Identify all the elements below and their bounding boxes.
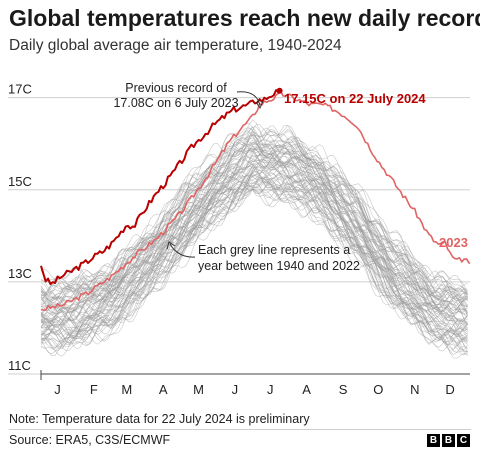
historical-year-line xyxy=(40,169,468,345)
chart-subtitle: Daily global average air temperature, 19… xyxy=(9,37,342,54)
x-tick-label: A xyxy=(159,382,168,397)
historical-year-line xyxy=(40,161,468,341)
historical-year-line xyxy=(40,123,468,294)
x-tick-label: A xyxy=(302,382,311,397)
historical-year-line xyxy=(40,154,468,329)
grey-lines-annotation-line-2: year between 1940 and 2022 xyxy=(198,259,360,273)
footnote: Note: Temperature data for 22 July 2024 … xyxy=(9,412,310,426)
previous-record-arrowhead xyxy=(255,100,264,110)
historical-year-line xyxy=(40,126,468,302)
historical-lines xyxy=(40,119,468,359)
series-2023-line xyxy=(40,90,471,311)
source-credit: Source: ERA5, C3S/ECMWF xyxy=(9,433,171,447)
bbc-logo-letter: B xyxy=(427,434,440,447)
historical-year-line xyxy=(40,183,468,357)
x-tick-label: J xyxy=(232,382,239,397)
y-tick-label: 11C xyxy=(8,358,31,373)
grey-lines-arrow xyxy=(169,243,196,258)
footer-divider xyxy=(9,429,471,430)
x-tick-label: J xyxy=(54,382,61,397)
historical-year-line xyxy=(40,145,468,320)
highlight-series xyxy=(40,87,471,311)
grey-lines-annotation-line-1: Each grey line represents a xyxy=(198,243,350,257)
historical-year-line xyxy=(40,141,468,315)
record-annotation: 17.15C on 22 July 2024 xyxy=(284,91,426,106)
historical-year-line xyxy=(40,159,468,336)
previous-record-annotation-line-2: 17.08C on 6 July 2023 xyxy=(113,96,238,110)
historical-year-line xyxy=(40,128,468,303)
historical-year-line xyxy=(40,170,468,348)
annotations: Previous record of 17.08C on 6 July 2023… xyxy=(113,81,467,273)
historical-year-line xyxy=(40,130,468,306)
historical-year-line xyxy=(40,127,468,307)
y-tick-label: 13C xyxy=(8,266,32,281)
y-tick-label: 17C xyxy=(8,82,32,97)
historical-year-line xyxy=(40,175,468,353)
x-tick-label: O xyxy=(373,382,383,397)
bbc-logo-letter: B xyxy=(442,434,455,447)
x-tick-label: S xyxy=(339,382,348,397)
historical-year-line xyxy=(40,153,468,325)
y-tick-label: 15C xyxy=(8,174,32,189)
previous-record-annotation-line-1: Previous record of xyxy=(125,81,227,95)
bbc-logo: B B C xyxy=(427,434,470,447)
temperature-chart: 11C 13C 15C 17C J F M A M J J A S O N D Previous record… xyxy=(8,81,471,397)
axes: 11C 13C 15C 17C J F M A M J J A S O N D xyxy=(8,82,470,397)
x-tick-label: M xyxy=(193,382,204,397)
historical-year-line xyxy=(40,124,468,301)
historical-year-line xyxy=(40,180,468,356)
grey-lines-arrowhead xyxy=(166,241,176,250)
x-tick-label: N xyxy=(410,382,419,397)
historical-year-line xyxy=(40,143,468,318)
historical-year-line xyxy=(40,125,468,306)
historical-year-line xyxy=(40,130,468,302)
x-tick-label: M xyxy=(121,382,132,397)
x-tick-label: D xyxy=(445,382,454,397)
historical-year-line xyxy=(40,134,468,296)
x-tick-label: J xyxy=(267,382,274,397)
label-2023: 2023 xyxy=(439,235,468,250)
historical-year-line xyxy=(40,119,468,293)
record-point xyxy=(276,87,283,94)
historical-year-line xyxy=(40,132,468,306)
series-2024-line xyxy=(40,89,281,285)
bbc-logo-letter: C xyxy=(457,434,470,447)
x-tick-label: F xyxy=(90,382,98,397)
chart-title: Global temperatures reach new daily reco… xyxy=(9,5,480,31)
historical-year-line xyxy=(40,133,468,311)
previous-record-arrow xyxy=(236,91,261,106)
historical-year-line xyxy=(40,153,468,328)
